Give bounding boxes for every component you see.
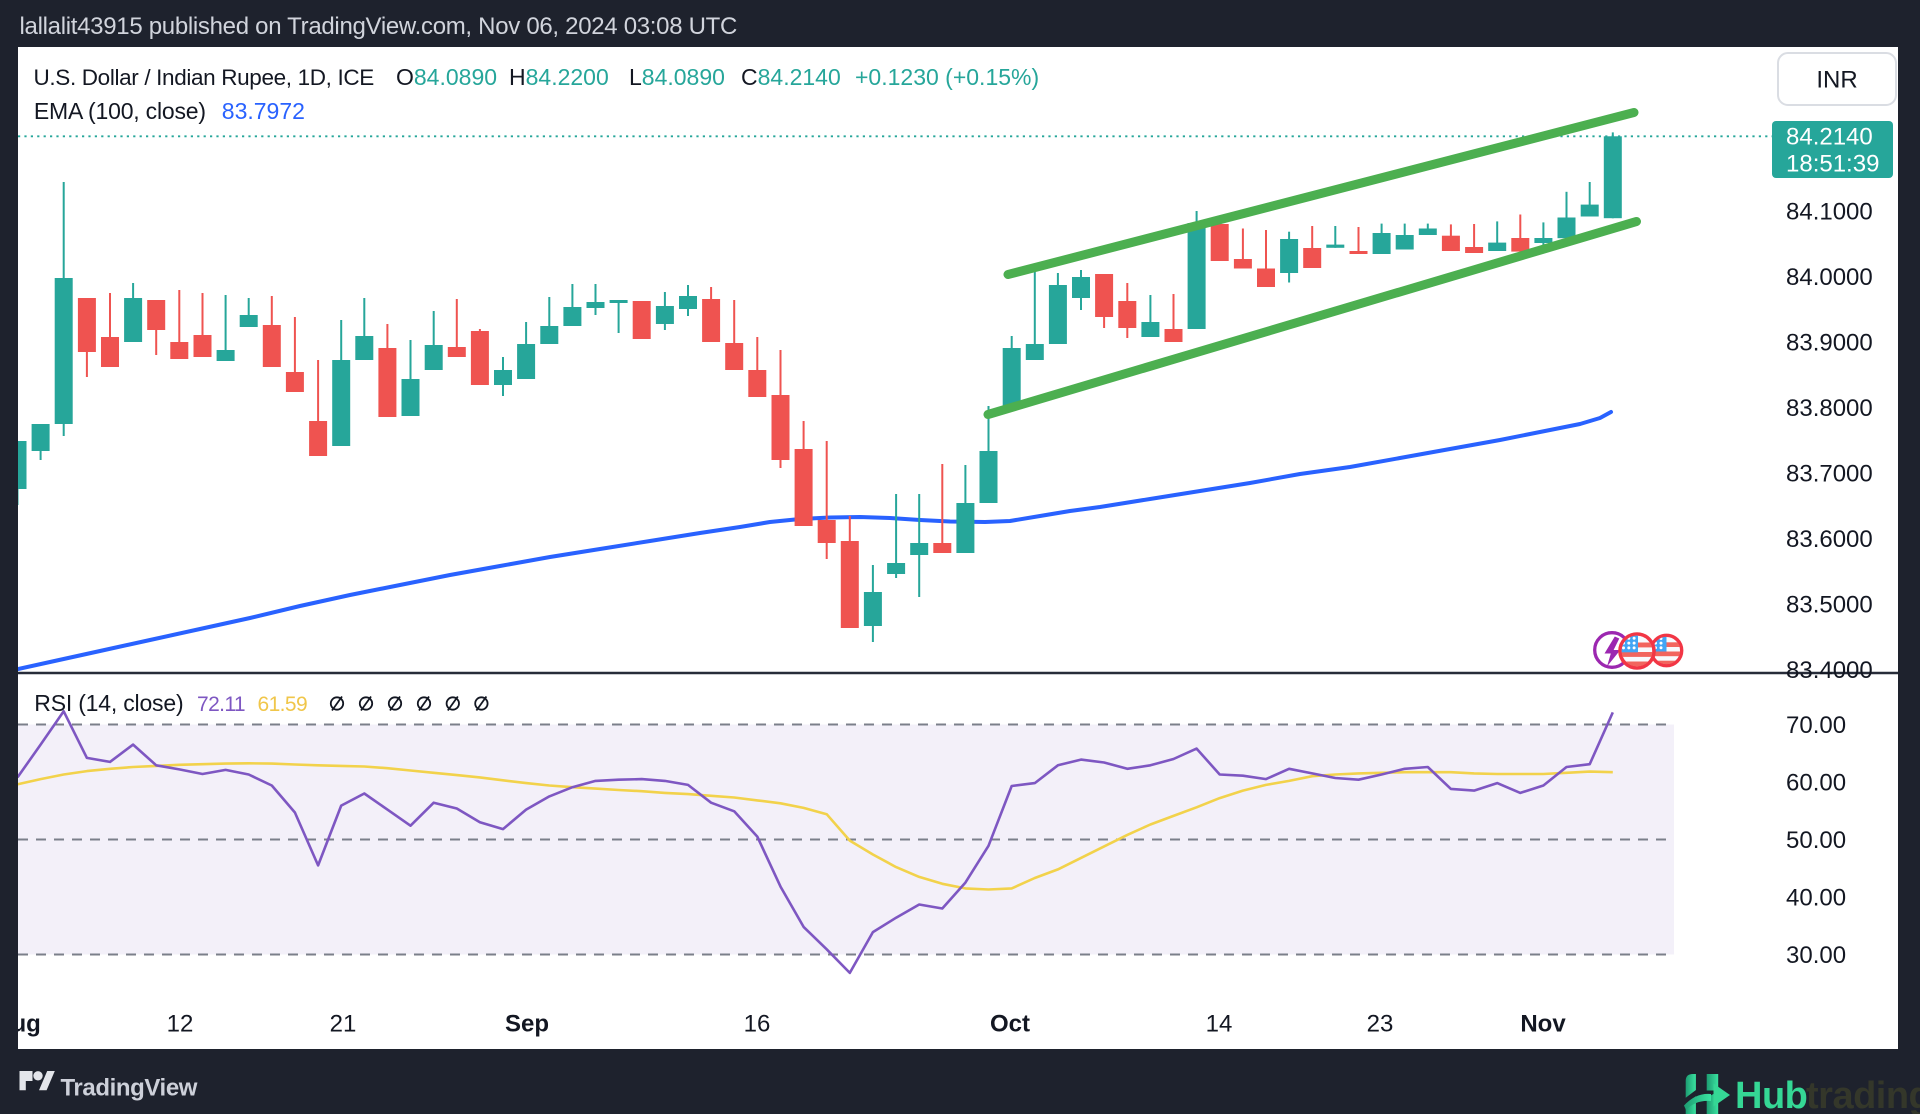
svg-text:70.00: 70.00 xyxy=(1786,712,1846,739)
svg-text:60.00: 60.00 xyxy=(1786,770,1846,797)
svg-text:trading: trading xyxy=(1806,1075,1920,1114)
svg-text:14: 14 xyxy=(1206,1011,1233,1038)
svg-text:O84.0890: O84.0890 xyxy=(396,64,497,90)
svg-text:83.8000: 83.8000 xyxy=(1786,395,1873,422)
svg-text:83.6000: 83.6000 xyxy=(1786,526,1873,553)
svg-text:Nov: Nov xyxy=(1520,1011,1566,1038)
svg-text:61.59: 61.59 xyxy=(258,693,308,716)
svg-text:Hub: Hub xyxy=(1735,1075,1807,1114)
svg-text:83.7000: 83.7000 xyxy=(1786,461,1873,488)
svg-text:83.7972: 83.7972 xyxy=(222,98,305,124)
svg-text:84.1000: 84.1000 xyxy=(1786,199,1873,226)
svg-text:16: 16 xyxy=(744,1011,771,1038)
svg-text:23: 23 xyxy=(1367,1011,1394,1038)
svg-text:30.00: 30.00 xyxy=(1786,942,1846,969)
svg-text:INR: INR xyxy=(1816,67,1857,94)
svg-text:84.0000: 84.0000 xyxy=(1786,264,1873,291)
svg-text:72.11: 72.11 xyxy=(197,693,245,716)
svg-text:Oct: Oct xyxy=(990,1011,1030,1038)
svg-text:21: 21 xyxy=(330,1011,357,1038)
svg-text:H84.2200: H84.2200 xyxy=(509,64,609,90)
svg-text:18:51:39: 18:51:39 xyxy=(1786,151,1879,178)
svg-text:40.00: 40.00 xyxy=(1786,885,1846,912)
svg-text:+0.1230 (+0.15%): +0.1230 (+0.15%) xyxy=(855,64,1039,90)
svg-text:83.5000: 83.5000 xyxy=(1786,592,1873,619)
svg-text:12: 12 xyxy=(167,1011,194,1038)
svg-text:TradingView: TradingView xyxy=(61,1075,198,1102)
svg-text:50.00: 50.00 xyxy=(1786,827,1846,854)
svg-text:83.9000: 83.9000 xyxy=(1786,330,1873,357)
svg-text:C84.2140: C84.2140 xyxy=(741,64,841,90)
svg-text:EMA (100, close): EMA (100, close) xyxy=(34,98,206,124)
svg-text:L84.0890: L84.0890 xyxy=(629,64,725,90)
svg-text:U.S. Dollar / Indian Rupee, 1D: U.S. Dollar / Indian Rupee, 1D, ICE xyxy=(34,65,375,90)
svg-text:RSI (14, close): RSI (14, close) xyxy=(34,690,183,716)
svg-text:lallalit43915 published on Tra: lallalit43915 published on TradingView.c… xyxy=(20,13,738,40)
svg-text:83.4000: 83.4000 xyxy=(1786,657,1873,684)
svg-text:Aug: Aug xyxy=(0,1011,41,1038)
svg-text:84.2140: 84.2140 xyxy=(1786,124,1873,151)
svg-text:Sep: Sep xyxy=(505,1011,549,1038)
